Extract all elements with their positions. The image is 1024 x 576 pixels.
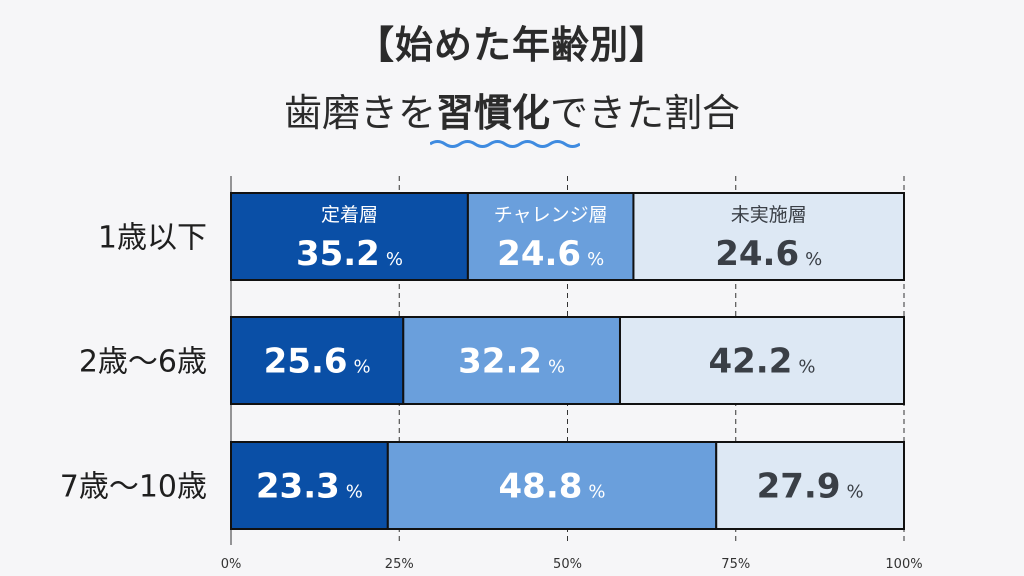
data-label: 25.6% <box>264 342 371 382</box>
data-label: 27.9% <box>757 467 864 507</box>
data-label: 48.8% <box>499 467 606 507</box>
x-tick-label: 50% <box>553 557 582 572</box>
bar-segment <box>466 192 635 281</box>
bar-segment <box>230 316 405 405</box>
series-name-label: 定着層 <box>321 204 378 226</box>
title-emphasis: 習慣化 <box>429 82 580 148</box>
chart-title-line1: 【始めた年齢別】 <box>355 23 668 67</box>
data-label: 35.2% <box>296 234 403 274</box>
x-tick-label: 100% <box>885 557 922 572</box>
data-label: 42.2% <box>708 342 815 382</box>
series-name-label: チャレンジ層 <box>494 204 608 226</box>
title-emphasis-text: 習慣化 <box>435 91 550 135</box>
x-tick-label: 0% <box>221 557 242 572</box>
category-label: 7歳〜10歳 <box>60 470 207 505</box>
data-label: 32.2% <box>458 342 565 382</box>
x-tick-label: 25% <box>385 557 414 572</box>
bar-segment <box>632 192 905 281</box>
bar-segment <box>230 441 389 530</box>
category-label: 2歳〜6歳 <box>79 345 207 380</box>
x-tick-label: 75% <box>721 557 750 572</box>
data-label: 24.6% <box>715 234 822 274</box>
title-text-after: できた割合 <box>550 91 741 135</box>
wavy-underline-icon <box>429 140 580 148</box>
chart-title-line2: 歯磨きを習慣化 できた割合 <box>0 82 1024 148</box>
series-name-label: 未実施層 <box>731 204 807 226</box>
data-label: 24.6% <box>497 234 604 274</box>
data-label: 23.3% <box>256 467 363 507</box>
title-text-before: 歯磨きを <box>283 91 436 135</box>
bar-segment <box>618 316 906 405</box>
category-label: 1歳以下 <box>98 221 207 256</box>
bar-segment <box>386 441 718 530</box>
bar-segment <box>715 441 905 530</box>
